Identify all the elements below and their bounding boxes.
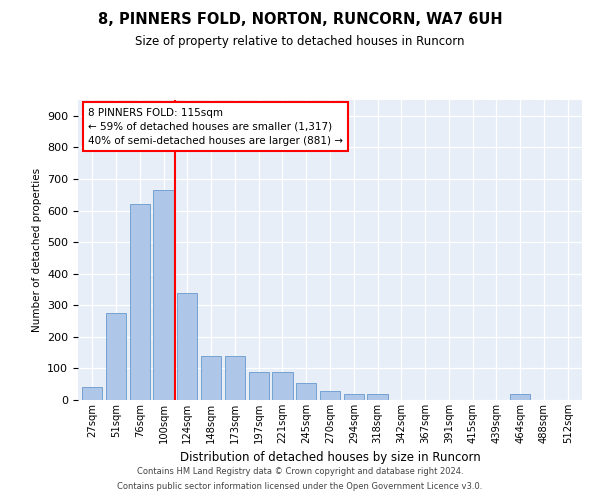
Text: Contains HM Land Registry data © Crown copyright and database right 2024.: Contains HM Land Registry data © Crown c… <box>137 467 463 476</box>
Bar <box>296 382 316 400</box>
Text: Size of property relative to detached houses in Runcorn: Size of property relative to detached ho… <box>135 35 465 48</box>
Bar <box>510 394 530 400</box>
Bar <box>201 356 221 400</box>
Bar <box>344 394 364 400</box>
Text: 8, PINNERS FOLD, NORTON, RUNCORN, WA7 6UH: 8, PINNERS FOLD, NORTON, RUNCORN, WA7 6U… <box>98 12 502 28</box>
Text: 8 PINNERS FOLD: 115sqm
← 59% of detached houses are smaller (1,317)
40% of semi-: 8 PINNERS FOLD: 115sqm ← 59% of detached… <box>88 108 343 146</box>
Bar <box>367 394 388 400</box>
X-axis label: Distribution of detached houses by size in Runcorn: Distribution of detached houses by size … <box>179 452 481 464</box>
Bar <box>320 390 340 400</box>
Bar <box>272 372 293 400</box>
Text: Contains public sector information licensed under the Open Government Licence v3: Contains public sector information licen… <box>118 482 482 491</box>
Bar <box>106 313 126 400</box>
Bar <box>130 204 150 400</box>
Bar <box>82 388 103 400</box>
Bar <box>177 292 197 400</box>
Bar <box>154 190 173 400</box>
Y-axis label: Number of detached properties: Number of detached properties <box>32 168 41 332</box>
Bar <box>225 356 245 400</box>
Bar <box>248 372 269 400</box>
